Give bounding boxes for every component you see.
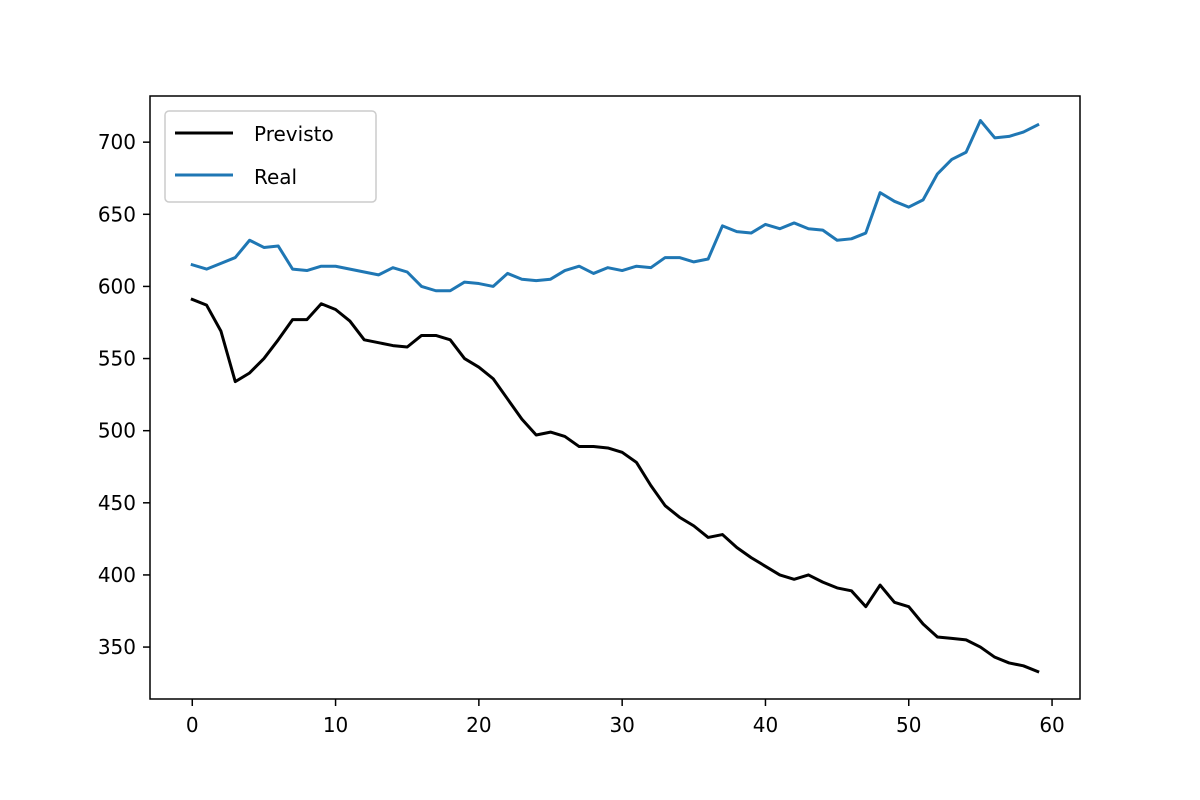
y-tick-label: 400 [98,563,136,587]
y-tick-label: 600 [98,274,136,298]
x-axis: 0 10 20 30 40 50 60 [186,699,1065,737]
x-tick-label: 30 [609,713,634,737]
x-tick-label: 10 [323,713,348,737]
series-line-previsto [190,297,1040,674]
y-tick-label: 500 [98,419,136,443]
legend-label-previsto: Previsto [254,122,334,146]
y-tick-label: 700 [98,130,136,154]
x-tick-label: 50 [896,713,921,737]
x-tick-label: 60 [1039,713,1064,737]
x-tick-label: 40 [753,713,778,737]
y-tick-label: 650 [98,202,136,226]
legend-label-real: Real [254,165,297,189]
series-line-real [190,119,1040,293]
plot-frame [149,95,1081,700]
x-tick-label: 20 [466,713,491,737]
y-tick-label: 550 [98,347,136,371]
x-tick-label: 0 [186,713,199,737]
y-axis: 350 400 450 500 550 600 650 700 [98,130,150,659]
y-tick-label: 350 [98,635,136,659]
legend: Previsto Real [164,110,377,203]
y-tick-label: 450 [98,491,136,515]
series-layer [190,119,1040,674]
